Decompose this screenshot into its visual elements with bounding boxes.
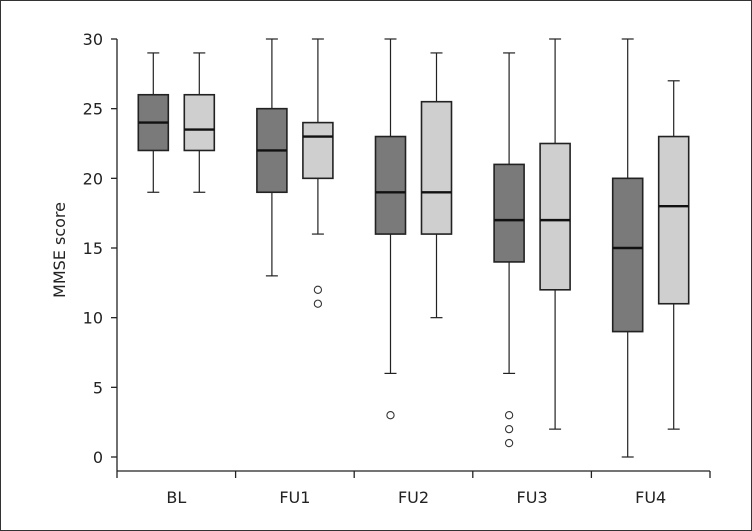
x-tick-label: FU2: [398, 488, 429, 507]
x-tick-label: BL: [166, 488, 186, 507]
box-iqr: [302, 121, 334, 180]
box-iqr: [539, 142, 571, 291]
box-bl-series-1: [137, 52, 170, 193]
x-axis: BL FU1 FU2 FU3 FU4: [116, 470, 711, 507]
y-tick-label: 0: [93, 448, 103, 467]
outlier-point: [313, 299, 323, 308]
box-fu3-series-1: [493, 52, 525, 448]
box-fu2-series-1: [374, 38, 407, 420]
box-fu2-series-2: [420, 52, 453, 319]
box-fu4-series-1: [611, 38, 644, 458]
x-tick-label: FU4: [635, 488, 666, 507]
outlier-point: [504, 411, 514, 420]
box-iqr: [657, 135, 690, 305]
y-tick-label: 5: [93, 378, 103, 397]
box-iqr: [183, 93, 216, 152]
box-fu3-series-2: [539, 38, 571, 430]
x-tick-label: FU1: [279, 488, 310, 507]
outlier-point: [386, 411, 395, 420]
y-tick-label: 15: [83, 239, 103, 258]
boxes-layer: [137, 38, 690, 458]
y-axis-title: MMSE score: [50, 202, 69, 298]
y-tick-label: 10: [83, 309, 103, 328]
y-tick-label: 30: [83, 30, 103, 49]
box-fu1-series-1: [256, 38, 288, 277]
y-tick-label: 20: [83, 169, 103, 188]
x-tick-label: FU3: [517, 488, 548, 507]
box-fu1-series-2: [302, 38, 334, 308]
box-bl-series-2: [183, 52, 216, 193]
box-iqr: [374, 135, 407, 235]
y-tick-label: 25: [83, 100, 103, 119]
box-iqr: [493, 163, 525, 263]
outlier-point: [504, 424, 514, 434]
y-axis: 0 5 10 15 20 25 30: [83, 30, 118, 471]
box-iqr: [420, 100, 453, 235]
box-iqr: [611, 177, 644, 333]
outlier-point: [313, 285, 323, 294]
box-fu4-series-2: [657, 80, 690, 430]
outlier-point: [504, 438, 514, 448]
